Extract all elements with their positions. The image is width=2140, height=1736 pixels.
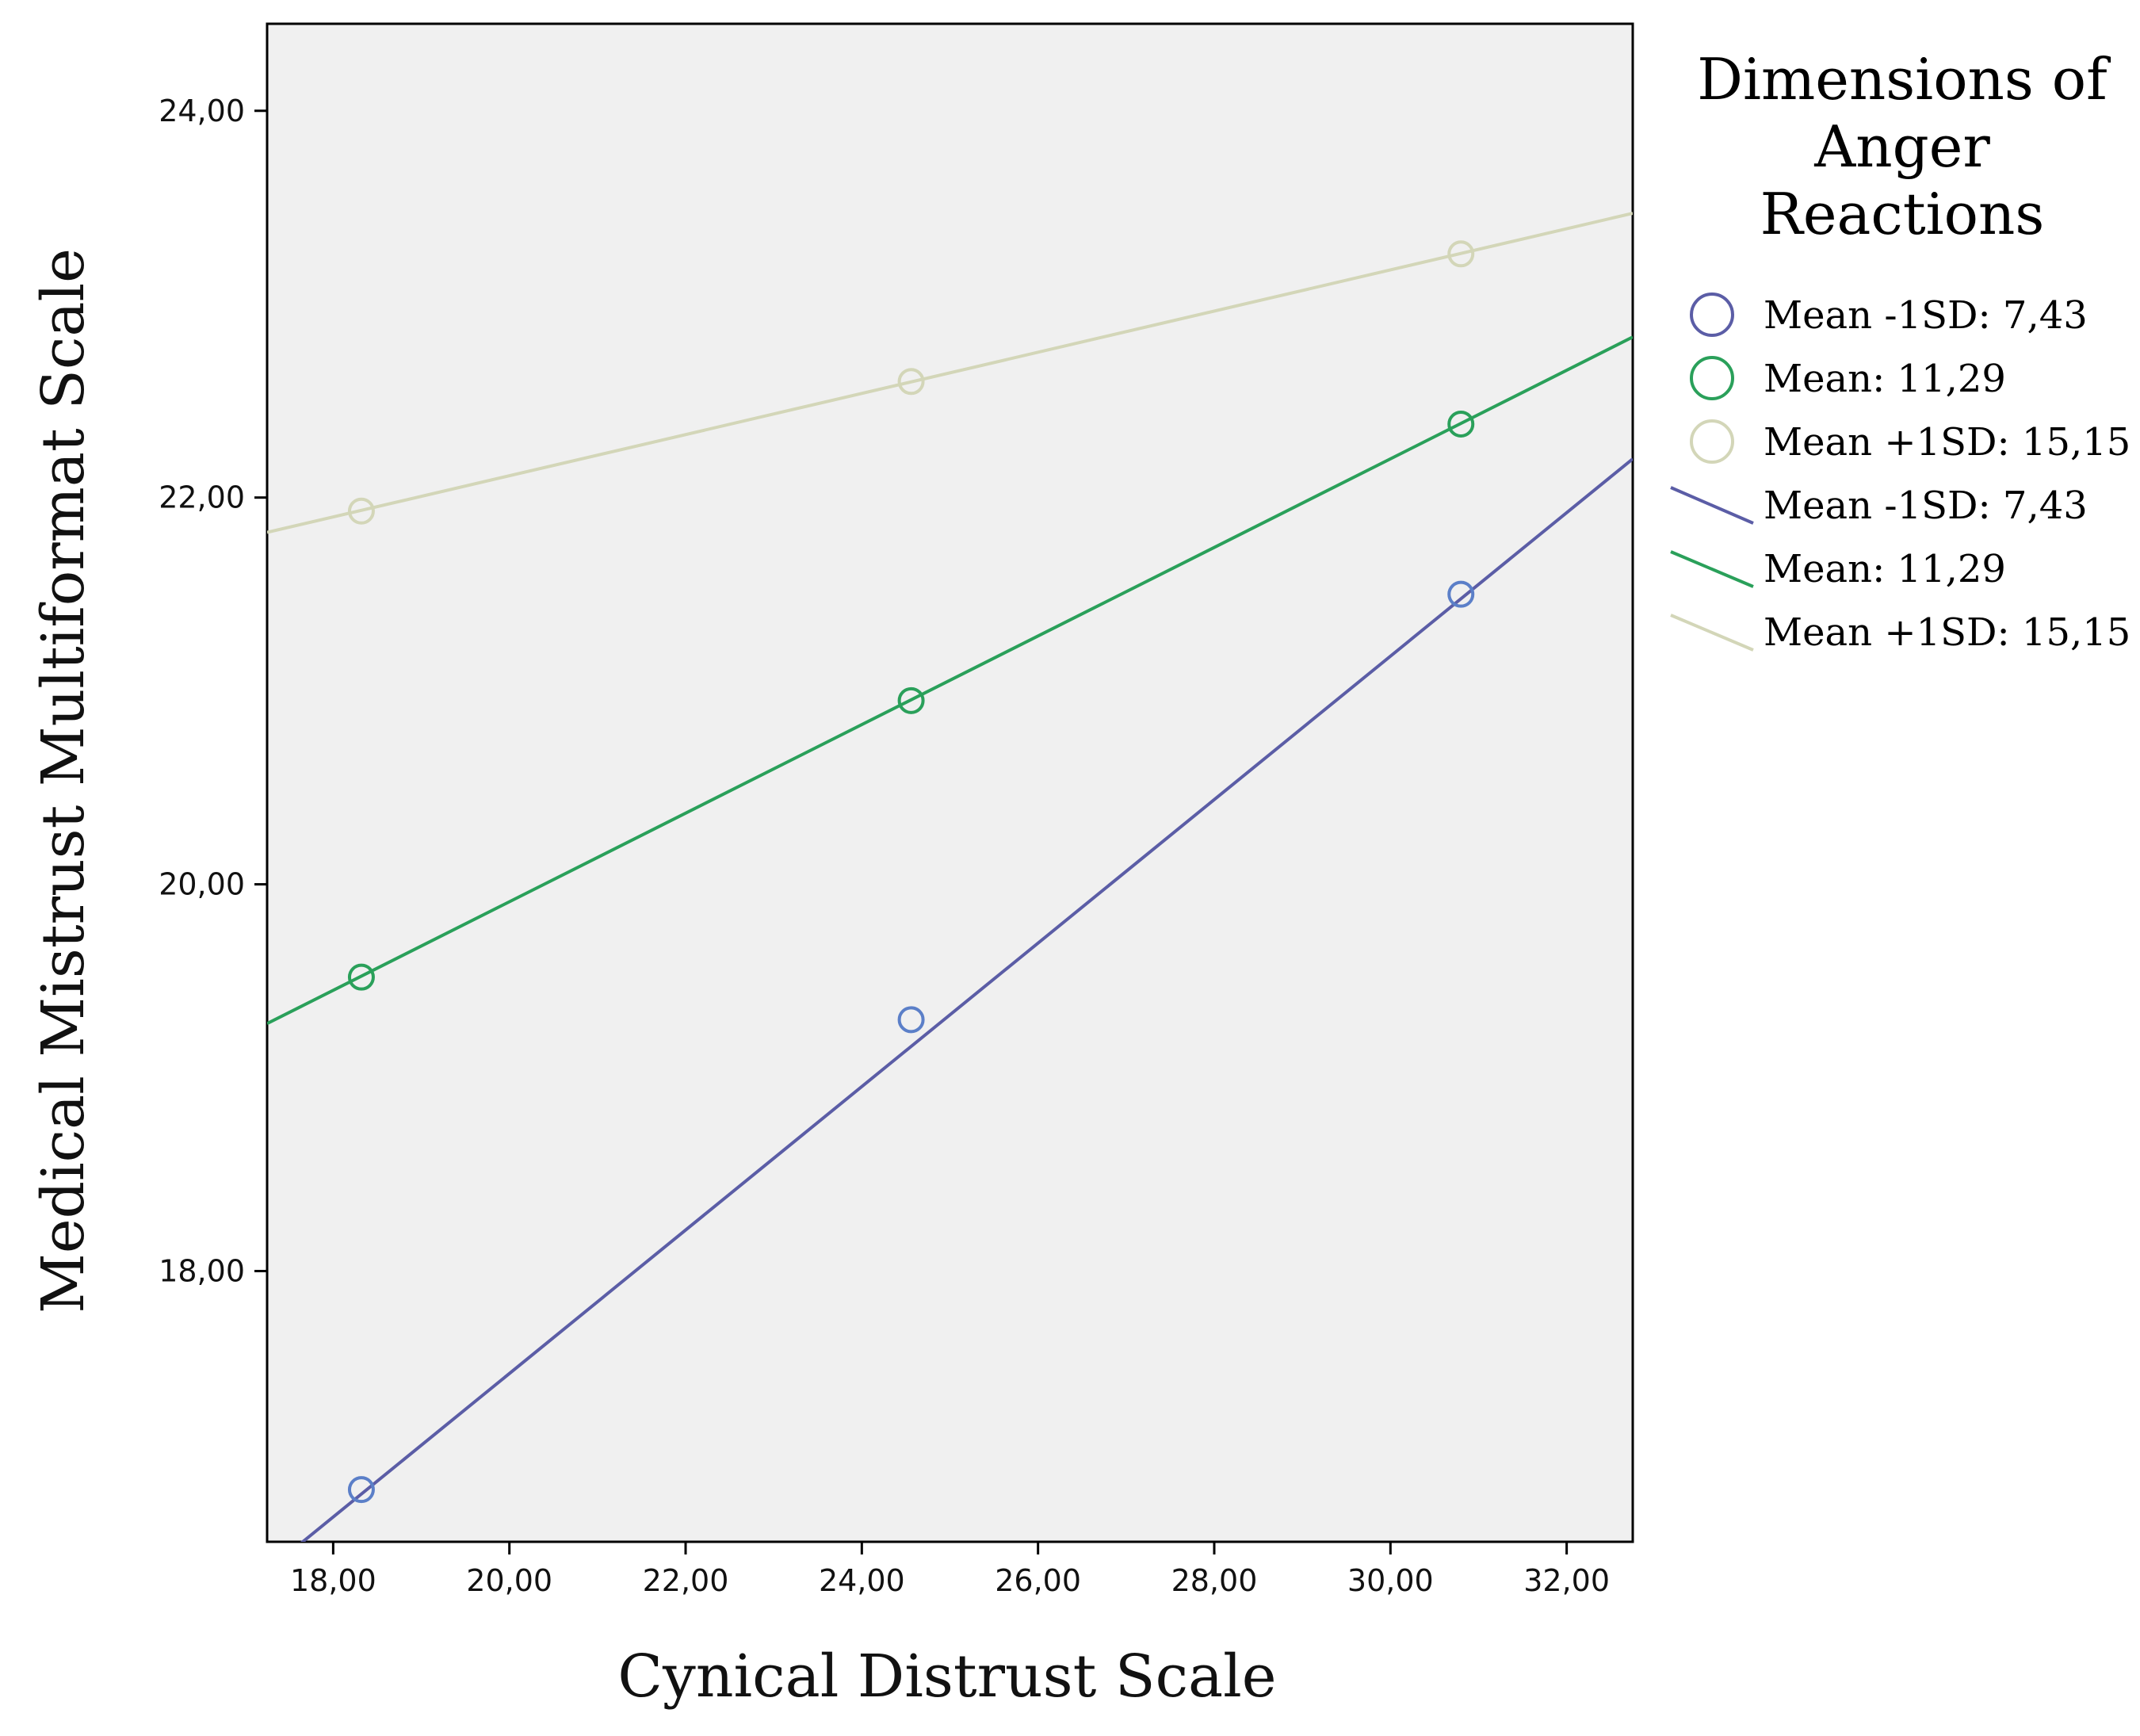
point-0-1 bbox=[897, 1006, 925, 1034]
legend-label-marker-mean-minus-1sd: Mean -1SD: 7,43 bbox=[1764, 293, 2088, 338]
legend-line-mean-minus-1sd bbox=[1670, 486, 1754, 525]
y-axis-title: Medical Mistrust Multiformat Scale bbox=[29, 248, 97, 1313]
plot-background bbox=[266, 22, 1634, 1543]
x-tick-label-7: 32,00 bbox=[1523, 1563, 1610, 1598]
point-2-2 bbox=[1447, 240, 1475, 268]
legend-label-line-mean-minus-1sd: Mean -1SD: 7,43 bbox=[1764, 484, 2088, 528]
legend-title-line-1: Dimensions of bbox=[1697, 46, 2111, 113]
legend-marker-mean-minus-1sd bbox=[1690, 293, 1734, 337]
legend-marker-mean bbox=[1690, 356, 1734, 400]
legend-label-line-mean-plus-1sd: Mean +1SD: 15,15 bbox=[1764, 610, 2130, 655]
legend-label-line-mean: Mean: 11,29 bbox=[1764, 547, 2006, 591]
y-tick-label-1: 20,00 bbox=[159, 867, 245, 902]
point-1-0 bbox=[347, 963, 375, 991]
point-1-1 bbox=[897, 686, 925, 714]
legend-label-marker-mean-plus-1sd: Mean +1SD: 15,15 bbox=[1764, 420, 2130, 465]
legend-title-line-2: Anger bbox=[1813, 113, 1990, 180]
legend-marker-mean-plus-1sd bbox=[1690, 419, 1734, 464]
legend-line-mean-plus-1sd bbox=[1670, 614, 1754, 652]
y-tick-label-3: 24,00 bbox=[159, 94, 245, 128]
point-0-0 bbox=[347, 1476, 375, 1504]
x-axis-title: Cynical Distrust Scale bbox=[617, 1642, 1276, 1711]
axis-layer: 18,00 20,00 22,00 24,00 26,00 28,00 30,00 32,00… bbox=[159, 94, 1610, 1598]
x-tick-label-5: 28,00 bbox=[1171, 1563, 1258, 1598]
x-tick-label-0: 18,00 bbox=[290, 1563, 376, 1598]
series-layer bbox=[267, 212, 1633, 1542]
x-tick-label-2: 22,00 bbox=[643, 1563, 729, 1598]
legend: Dimensions of Anger Reactions Mean -1SD:… bbox=[1670, 46, 2130, 655]
legend-label-marker-mean: Mean: 11,29 bbox=[1764, 357, 2006, 401]
point-2-1 bbox=[897, 368, 925, 396]
y-tick-label-2: 22,00 bbox=[159, 480, 245, 515]
series-line-0 bbox=[300, 457, 1633, 1542]
x-tick-label-1: 20,00 bbox=[466, 1563, 552, 1598]
series-line-1 bbox=[267, 335, 1633, 1026]
point-0-2 bbox=[1447, 580, 1475, 608]
legend-line-mean bbox=[1670, 550, 1754, 588]
x-tick-label-6: 30,00 bbox=[1347, 1563, 1434, 1598]
x-tick-label-3: 24,00 bbox=[819, 1563, 905, 1598]
x-tick-label-4: 26,00 bbox=[995, 1563, 1081, 1598]
point-1-2 bbox=[1447, 410, 1475, 438]
series-line-2 bbox=[267, 212, 1633, 534]
y-tick-label-0: 18,00 bbox=[159, 1253, 245, 1288]
legend-title-line-3: Reactions bbox=[1760, 181, 2045, 247]
point-2-0 bbox=[347, 497, 375, 525]
